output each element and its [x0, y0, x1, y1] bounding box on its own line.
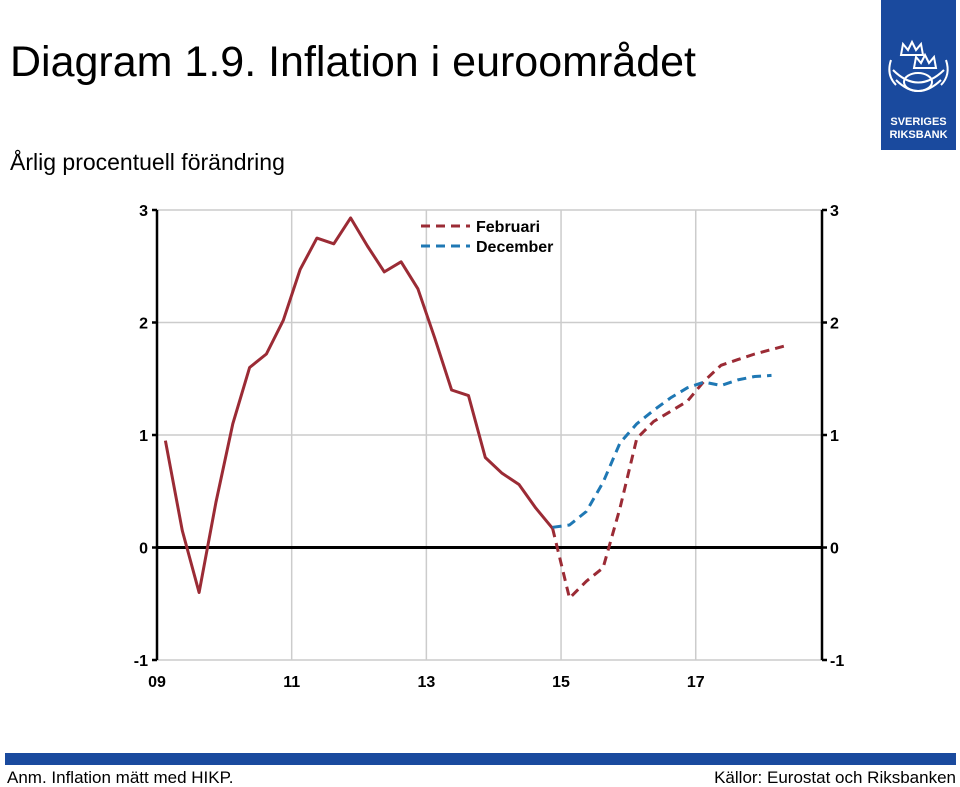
y-tick-label-left: 2: [139, 316, 148, 333]
riksbank-logo: SVERIGES RIKSBANK: [881, 0, 956, 150]
page-subtitle: Årlig procentuell förändring: [10, 149, 285, 175]
series-line-december: [552, 373, 772, 529]
y-tick-label-right: 0: [830, 541, 839, 558]
y-tick-label-right: 2: [830, 316, 839, 333]
y-tick-label-right: 3: [830, 203, 839, 220]
x-tick-label: 17: [687, 674, 705, 691]
footer-bar: [5, 753, 956, 765]
y-tick-label-left: 0: [139, 541, 148, 558]
footnote: Anm. Inflation mätt med HIKP.: [7, 768, 234, 787]
y-tick-label-right: 1: [830, 428, 839, 445]
y-tick-label-right: -1: [830, 653, 844, 670]
y-tick-label-left: -1: [134, 653, 148, 670]
series-line-februari: [551, 343, 789, 600]
crowns-emblem-icon: [888, 39, 949, 92]
source-note: Källor: Eurostat och Riksbanken: [714, 768, 956, 787]
x-tick-label: 09: [148, 674, 166, 691]
legend-label-december: December: [476, 239, 553, 256]
y-tick-label-left: 1: [139, 428, 148, 445]
page-title: Diagram 1.9. Inflation i euroområdet: [10, 38, 696, 86]
legend-label-februari: Februari: [476, 219, 540, 236]
x-tick-label: 11: [283, 674, 300, 691]
logo-text-line1: SVERIGES: [890, 116, 947, 128]
series-line-februari: [163, 216, 554, 594]
x-tick-label: 15: [552, 674, 570, 691]
x-tick-label: 13: [417, 674, 435, 691]
logo-text-line2: RIKSBANK: [889, 129, 948, 141]
y-tick-label-left: 3: [139, 203, 148, 220]
